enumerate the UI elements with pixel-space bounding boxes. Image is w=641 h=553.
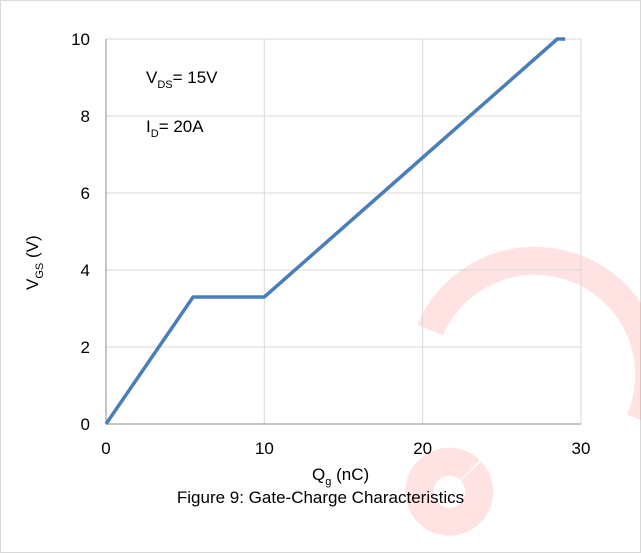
y-tick-label: 0	[81, 415, 90, 434]
annotation-vds: VDS= 15V	[146, 68, 218, 91]
y-tick-labels: 0 2 4 6 8 10	[71, 30, 90, 434]
y-tick-label: 10	[71, 30, 90, 49]
y-tick-label: 2	[81, 338, 90, 357]
x-tick-labels: 0 10 20 30	[101, 439, 590, 458]
grid	[106, 38, 582, 424]
annotation-id: ID= 20A	[146, 117, 204, 140]
y-axis-label: VGS (V)	[23, 235, 46, 290]
y-tick-label: 8	[81, 107, 90, 126]
y-tick-label: 4	[81, 261, 90, 280]
x-tick-label: 20	[413, 439, 432, 458]
figure-caption: Figure 9: Gate-Charge Characteristics	[176, 488, 465, 507]
watermark	[405, 246, 641, 536]
axes	[105, 39, 581, 425]
series-line-vgs	[104, 37, 566, 425]
x-tick-label: 0	[101, 439, 110, 458]
x-axis-label: Qg (nC)	[312, 465, 369, 488]
x-tick-label: 10	[255, 439, 274, 458]
y-tick-label: 6	[81, 184, 90, 203]
x-tick-label: 30	[572, 439, 591, 458]
